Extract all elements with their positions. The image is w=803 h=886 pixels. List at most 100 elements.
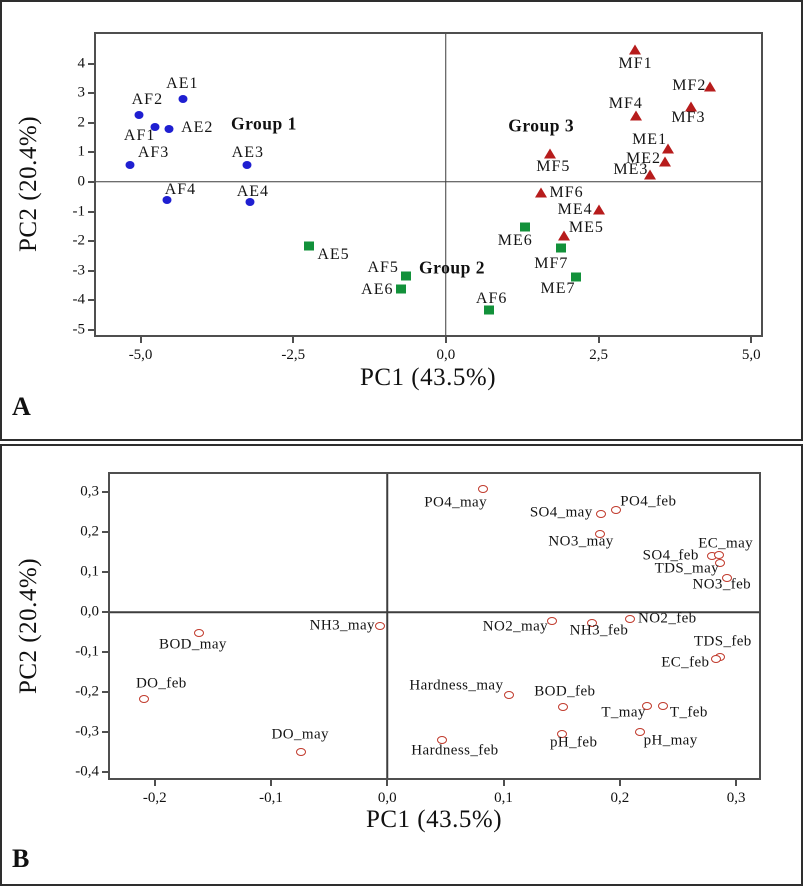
data-point-BOD_may	[193, 629, 204, 637]
data-point-label-ME3: ME3	[613, 161, 649, 179]
y-tick-label: -3	[72, 262, 86, 279]
data-point-label-MF3: MF3	[671, 109, 706, 127]
x-tick-label: 2,5	[589, 347, 608, 363]
data-point-label-EC_feb: EC_feb	[661, 654, 710, 671]
zero-line-horizontal	[96, 181, 761, 183]
x-tick-label: 0,0	[436, 347, 456, 363]
x-axis-title-b: PC1 (43.5%)	[365, 806, 503, 833]
y-tick-mark	[88, 210, 94, 213]
data-point-label-SO4_may: SO4_may	[529, 504, 593, 521]
data-point-label-DO_may: DO_may	[271, 726, 329, 743]
x-tick-mark	[444, 337, 447, 343]
y-tick-label: -5	[72, 321, 86, 338]
data-point-label-EC_may: EC_may	[698, 535, 754, 552]
data-point-MF4	[629, 110, 642, 121]
data-point-label-NO3_feb: NO3_feb	[692, 576, 752, 593]
y-tick-label: 0,0	[80, 603, 99, 620]
y-tick-label: -2	[72, 232, 86, 249]
data-point-label-NO2_feb: NO2_feb	[637, 610, 697, 627]
data-point-NO3_feb	[721, 573, 732, 582]
data-point-Hardness_may	[504, 691, 515, 700]
zero-line-vertical	[386, 474, 389, 778]
data-point-label-SO4_feb: SO4_feb	[642, 547, 699, 564]
data-point-EC_feb	[711, 655, 722, 664]
data-point-label-PO4_may: PO4_may	[424, 494, 488, 511]
y-tick-mark	[88, 92, 94, 95]
data-point-label-AE5: AE5	[317, 246, 350, 264]
y-tick-mark	[102, 531, 108, 534]
data-point-label-AF4: AF4	[164, 180, 197, 198]
data-point-NH3_feb	[586, 618, 597, 627]
data-point-label-NO2_may: NO2_may	[482, 618, 549, 635]
data-point-label-AF5: AF5	[367, 258, 399, 276]
data-point-label-AE4: AE4	[236, 182, 270, 200]
data-point-label-AF6: AF6	[475, 290, 508, 308]
data-point-label-ME5: ME5	[568, 219, 604, 237]
y-tick-label: -4	[72, 291, 86, 308]
data-point-label-ME2: ME2	[626, 150, 662, 168]
data-point-NO2_feb	[625, 614, 636, 623]
data-point-ME4	[593, 204, 606, 214]
data-point-label-pH_may: pH_may	[643, 732, 698, 749]
data-point-DO_feb	[139, 695, 150, 704]
data-point-label-AF3: AF3	[137, 144, 170, 162]
x-tick-mark	[386, 780, 389, 786]
zero-line-horizontal	[110, 611, 759, 613]
data-point-ME6	[520, 222, 531, 232]
y-axis-title-b: PC2 (20.4%)	[15, 557, 42, 695]
y-tick-mark	[102, 771, 108, 774]
data-point-AF2	[134, 110, 144, 119]
data-point-AE2	[164, 124, 174, 133]
data-point-BOD_feb	[557, 702, 568, 711]
y-tick-label: 2	[77, 114, 86, 131]
y-tick-mark	[102, 571, 108, 574]
panel-letter-a: A	[12, 392, 31, 421]
data-point-label-T_feb: T_feb	[669, 704, 708, 721]
y-tick-label: -0,1	[75, 643, 99, 660]
data-point-NO3_may	[595, 530, 606, 539]
data-point-MF3	[685, 101, 698, 112]
y-tick-label: 1	[77, 143, 86, 160]
data-point-label-AE2: AE2	[181, 118, 214, 136]
data-point-label-NH3_may: NH3_may	[309, 617, 375, 634]
x-tick-label: 0,3	[726, 790, 746, 806]
data-point-MF1	[628, 44, 641, 55]
data-point-pH_may	[634, 728, 645, 737]
data-point-label-MF6: MF6	[549, 183, 584, 201]
x-axis-title-a: PC1 (43.5%)	[359, 364, 497, 391]
y-tick-mark	[88, 328, 94, 331]
data-point-AE1	[178, 95, 188, 104]
x-tick-mark	[502, 780, 505, 786]
data-point-label-TDS_feb: TDS_feb	[693, 633, 752, 650]
data-point-TDS_may	[714, 558, 725, 567]
group-annotation: Group 2	[419, 257, 485, 278]
data-point-AE4	[245, 197, 255, 206]
data-point-ME5	[558, 230, 571, 241]
y-tick-mark	[88, 62, 94, 65]
x-tick-mark	[750, 337, 753, 343]
data-point-T_may	[641, 701, 652, 710]
data-point-label-MF5: MF5	[536, 158, 571, 176]
panel-letter-b: B	[12, 844, 30, 873]
data-point-label-MF7: MF7	[534, 254, 569, 272]
y-tick-label: 3	[77, 84, 86, 101]
data-point-ME7	[570, 272, 581, 282]
y-tick-mark	[88, 180, 94, 183]
y-axis-title-a: PC2 (20.4%)	[15, 115, 42, 253]
x-tick-label: 0,0	[377, 790, 397, 806]
data-point-label-MF4: MF4	[608, 94, 643, 112]
data-point-label-T_may: T_may	[601, 704, 646, 721]
data-point-label-ME6: ME6	[497, 232, 533, 250]
data-point-MF7	[556, 243, 567, 253]
data-point-label-BOD_may: BOD_may	[159, 636, 227, 653]
y-tick-label: -1	[72, 203, 86, 220]
y-tick-label: 0,2	[80, 523, 99, 540]
y-tick-label: -0,4	[75, 763, 99, 780]
plot-area-b: -0,2 -0,1 0,0 0,1 0,2 0,3 0,3 0,2 0,1 0,0 -0,1 -0,2…	[75, 472, 761, 806]
data-point-MF2	[704, 81, 717, 92]
data-point-label-MF1: MF1	[618, 55, 653, 73]
data-point-label-PO4_feb: PO4_feb	[620, 493, 677, 510]
x-tick-mark	[270, 780, 273, 786]
x-tick-label: -0,1	[259, 790, 283, 806]
data-point-PO4_feb	[611, 505, 622, 514]
